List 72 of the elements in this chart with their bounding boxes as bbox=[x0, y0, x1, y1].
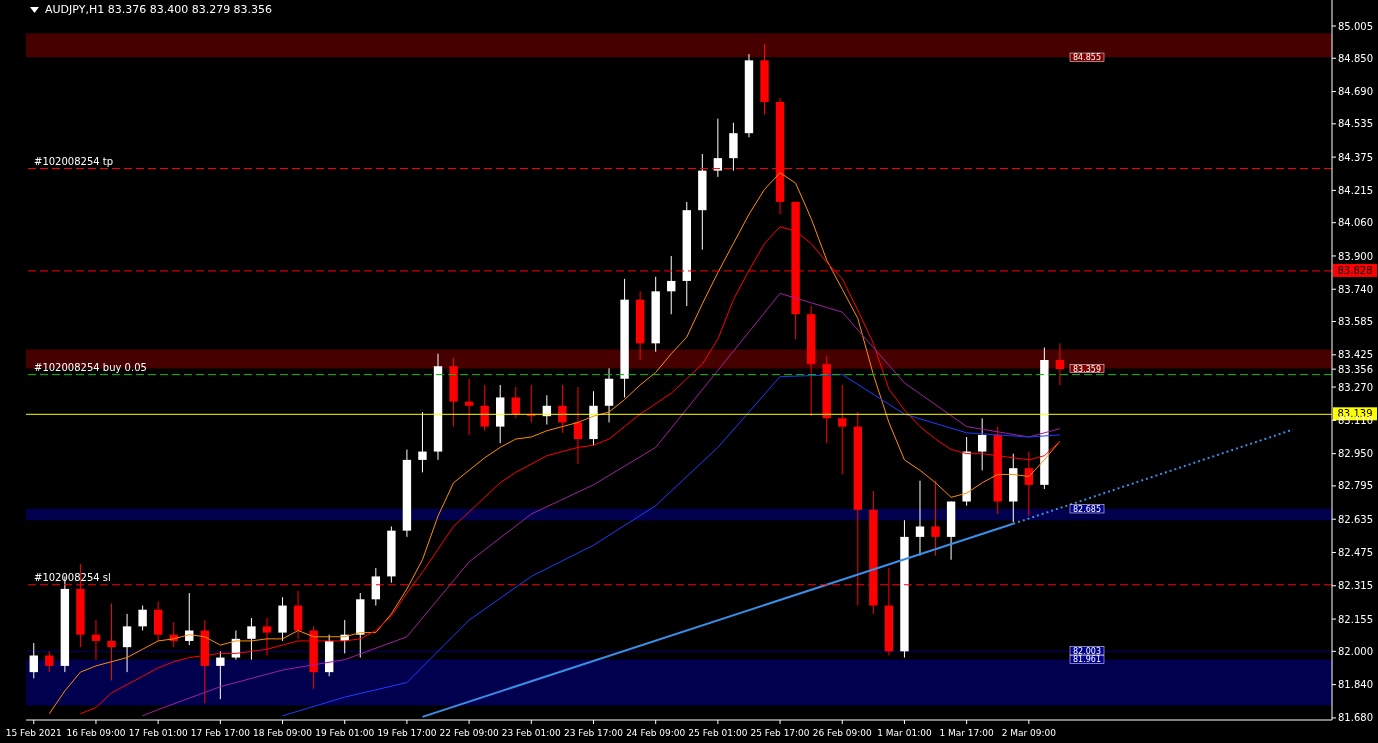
y-tick-label: 81.840 bbox=[1338, 679, 1373, 691]
y-tick-label: 82.000 bbox=[1338, 645, 1373, 657]
band-label: 81.961 bbox=[1073, 655, 1101, 665]
band-label: 83.359 bbox=[1073, 364, 1101, 374]
candlestick bbox=[247, 617, 256, 661]
candlestick bbox=[480, 384, 489, 432]
x-tick-label: 18 Feb 09:00 bbox=[253, 728, 313, 738]
candlestick bbox=[371, 567, 381, 607]
candlestick bbox=[91, 619, 101, 661]
y-tick-label: 83.425 bbox=[1338, 349, 1373, 361]
y-tick-label: 82.475 bbox=[1338, 547, 1373, 559]
y-tick-label: 82.950 bbox=[1338, 448, 1373, 460]
x-tick-label: 15 Feb 2021 bbox=[5, 728, 62, 738]
y-tick-label: 82.315 bbox=[1338, 580, 1373, 592]
band-label: 82.685 bbox=[1073, 504, 1101, 514]
candlestick bbox=[931, 480, 940, 557]
y-tick-label: 83.585 bbox=[1338, 316, 1373, 328]
candlestick bbox=[977, 417, 987, 471]
y-tick-label: 83.356 bbox=[1338, 363, 1373, 375]
x-tick-label: 19 Feb 17:00 bbox=[377, 728, 437, 738]
y-tick-label: 84.850 bbox=[1338, 52, 1373, 64]
candlestick bbox=[107, 602, 116, 681]
y-tick-label: 83.900 bbox=[1338, 250, 1373, 262]
y-tick-label: 84.690 bbox=[1338, 86, 1373, 98]
y-tick-label: 81.680 bbox=[1338, 712, 1373, 724]
candlestick bbox=[29, 642, 38, 679]
candlestick bbox=[216, 650, 225, 700]
y-tick-label: 83.270 bbox=[1338, 381, 1373, 393]
x-tick-label: 24 Feb 09:00 bbox=[626, 728, 686, 738]
x-tick-label: 19 Feb 01:00 bbox=[315, 728, 375, 738]
band-label: 82.003 bbox=[1073, 646, 1101, 656]
y-tick-label: 83.740 bbox=[1338, 283, 1373, 295]
x-tick-label: 25 Feb 01:00 bbox=[688, 728, 748, 738]
x-tick-label: 1 Mar 17:00 bbox=[939, 728, 995, 738]
x-tick-label: 25 Feb 17:00 bbox=[750, 728, 810, 738]
x-tick-label: 26 Feb 09:00 bbox=[812, 728, 873, 738]
candlestick bbox=[122, 613, 132, 673]
candlestick bbox=[915, 480, 925, 557]
y-tick-label: 84.375 bbox=[1338, 151, 1373, 163]
x-tick-label: 2 Mar 09:00 bbox=[1001, 728, 1057, 738]
candlestick bbox=[511, 386, 520, 419]
candlestick bbox=[464, 378, 474, 436]
candlestick bbox=[45, 650, 54, 673]
candlestick bbox=[573, 386, 583, 465]
y-tick-label: 84.215 bbox=[1338, 184, 1373, 196]
x-tick-label: 17 Feb 01:00 bbox=[128, 728, 188, 738]
candlestick bbox=[667, 255, 676, 315]
x-tick-label: 17 Feb 17:00 bbox=[190, 728, 251, 738]
x-tick-label: 22 Feb 09:00 bbox=[439, 728, 499, 738]
chart-title: AUDJPY,H1 83.376 83.400 83.279 83.356 bbox=[45, 3, 273, 16]
candlestick bbox=[1055, 342, 1065, 386]
candlestick bbox=[138, 605, 147, 632]
candlestick bbox=[262, 617, 272, 656]
band-label: 84.855 bbox=[1073, 53, 1101, 63]
x-tick-label: 1 Mar 01:00 bbox=[877, 728, 932, 738]
y-tick-label: 84.060 bbox=[1338, 217, 1373, 229]
line-series bbox=[282, 374, 1061, 717]
annotation: #102008254 buy 0.05 bbox=[34, 361, 147, 373]
candlestick bbox=[838, 384, 847, 475]
candlestick bbox=[418, 411, 427, 473]
x-tick-label: 23 Feb 01:00 bbox=[501, 728, 562, 738]
y-tick-label: 84.535 bbox=[1338, 118, 1373, 130]
candlestick bbox=[558, 384, 567, 434]
annotation: #102008254 tp bbox=[34, 155, 114, 167]
candlestick bbox=[713, 118, 723, 178]
y-tick-label: 82.795 bbox=[1338, 480, 1373, 492]
y-tick-label: 85.005 bbox=[1338, 20, 1373, 32]
y-tick-label: 82.155 bbox=[1338, 613, 1373, 625]
x-tick-label: 23 Feb 17:00 bbox=[563, 728, 624, 738]
x-tick-label: 16 Feb 09:00 bbox=[66, 728, 126, 738]
y-tick-label: 82.635 bbox=[1338, 513, 1373, 525]
ref-line-label: 83.828 bbox=[1337, 264, 1373, 276]
